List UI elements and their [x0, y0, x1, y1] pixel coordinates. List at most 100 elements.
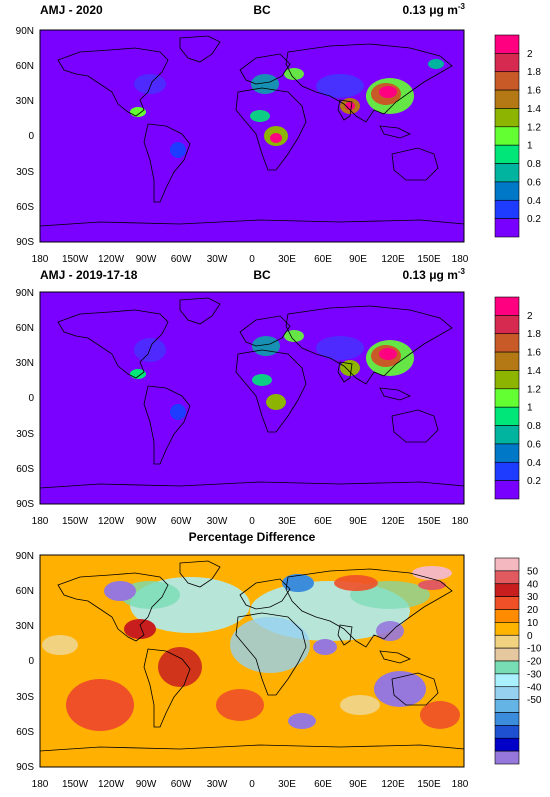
lon-tick: 30E — [278, 516, 296, 527]
panel-3-lat-ticks: 90N 60N 30N 0 30S 60S 90S — [16, 551, 35, 773]
panel-1-unit-title: 0.13 μg m-3 — [402, 2, 465, 17]
lat-tick: 30N — [16, 621, 34, 632]
colorbar-box — [494, 315, 520, 335]
colorbar-label: -20 — [527, 657, 542, 668]
panel-3: Percentage Difference — [16, 530, 542, 790]
colorbar-box — [494, 596, 520, 610]
lon-tick: 150E — [417, 254, 441, 265]
lat-tick: 90N — [16, 551, 34, 562]
lat-tick: 90N — [16, 26, 34, 37]
colorbar-label: 1.2 — [527, 384, 541, 395]
panel-2-left-title: AMJ - 2019-17-18 — [40, 268, 138, 282]
lat-tick: 60N — [16, 323, 34, 334]
lon-tick: 60E — [314, 779, 332, 790]
panel-1-colorbar: 2 1.8 1.6 1.4 1.2 1 0.8 0.6 0.4 0.2 — [494, 34, 541, 238]
colorbar-box — [494, 89, 520, 109]
lon-tick: 0 — [249, 254, 255, 265]
colorbar-label: 0.2 — [527, 476, 541, 487]
colorbar-label: -40 — [527, 682, 542, 693]
colorbar-label: -30 — [527, 669, 542, 680]
colorbar-label: 0.4 — [527, 196, 541, 207]
lat-tick: 30S — [16, 692, 34, 703]
panel-3-difference-shading — [42, 566, 460, 731]
lat-tick: 90S — [16, 762, 34, 773]
panel-2-colorbar: 2 1.8 1.6 1.4 1.2 1 0.8 0.6 0.4 0.2 — [494, 296, 541, 500]
panel-1-hotspots — [130, 59, 444, 158]
colorbar-label: 40 — [527, 579, 539, 590]
colorbar-box — [494, 609, 520, 623]
lon-tick: 60W — [171, 254, 192, 265]
panel-1-left-title: AMJ - 2020 — [40, 3, 103, 17]
colorbar-label: 1.6 — [527, 86, 541, 97]
lat-tick: 90N — [16, 288, 34, 299]
colorbar-label: 20 — [527, 605, 539, 616]
panel-2-center-title: BC — [253, 268, 271, 282]
lon-tick: 90W — [136, 254, 157, 265]
lat-tick: 30N — [16, 96, 34, 107]
colorbar-box — [494, 737, 520, 752]
colorbar-box — [494, 425, 520, 445]
colorbar-label: 2 — [527, 49, 533, 60]
colorbar-label: 2 — [527, 311, 533, 322]
lon-tick: 90W — [136, 516, 157, 527]
colorbar-box — [494, 634, 520, 649]
lon-tick: 0 — [249, 779, 255, 790]
lon-tick: 30W — [207, 254, 228, 265]
panel-2-lon-ticks: 180 150W 120W 90W 60W 30W 0 30E 60E 90E … — [32, 516, 469, 527]
lon-tick: 150W — [62, 516, 89, 527]
lon-tick: 150E — [417, 779, 441, 790]
lon-tick: 0 — [249, 516, 255, 527]
colorbar-box — [494, 53, 520, 73]
colorbar-box — [494, 699, 520, 713]
colorbar-box — [494, 108, 520, 128]
colorbar-box — [494, 144, 520, 164]
colorbar-label: 30 — [527, 592, 539, 603]
lon-tick: 120E — [381, 779, 405, 790]
colorbar-label: 1 — [527, 141, 533, 152]
colorbar-label: 1.4 — [527, 104, 541, 115]
panel-2-lat-ticks: 90N 60N 30N 0 30S 60S 90S — [16, 288, 35, 510]
lon-tick: 60W — [171, 516, 192, 527]
panel-1-center-title: BC — [253, 3, 271, 17]
colorbar-label: 50 — [527, 566, 539, 577]
panel-2-unit-title: 0.13 μg m-3 — [402, 267, 465, 282]
panel-2-hotspots — [130, 330, 414, 420]
colorbar-label: 0.4 — [527, 458, 541, 469]
panel-3-colorbar: 50 40 30 20 10 0 -10 -20-30 -40 -50 — [494, 557, 542, 765]
lon-tick: 120E — [381, 516, 405, 527]
lon-tick: 90E — [349, 516, 367, 527]
colorbar-label: 0.6 — [527, 439, 541, 450]
panel-1-lat-ticks: 90N 60N 30N 0 30S 60S 90S — [16, 26, 35, 248]
colorbar-label: 0 — [527, 631, 533, 642]
colorbar-box — [494, 181, 520, 201]
colorbar-box — [494, 34, 520, 54]
colorbar-box — [494, 725, 520, 739]
colorbar-label: 0.8 — [527, 421, 541, 432]
lon-tick: 180 — [32, 779, 49, 790]
colorbar-box — [494, 163, 520, 183]
colorbar-box — [494, 686, 520, 700]
colorbar-box — [494, 557, 520, 572]
lat-tick: 30S — [16, 429, 34, 440]
lat-tick: 60S — [16, 202, 34, 213]
lon-tick: 120W — [98, 779, 125, 790]
lon-tick: 150W — [62, 254, 89, 265]
panel-1-map-border — [39, 29, 465, 243]
colorbar-label: 1.8 — [527, 67, 541, 78]
lon-tick: 120W — [98, 254, 125, 265]
colorbar-box — [494, 199, 520, 219]
colorbar-label: -50 — [527, 695, 542, 706]
lat-tick: 30N — [16, 358, 34, 369]
colorbar-box — [494, 333, 520, 353]
lat-tick: 0 — [28, 131, 34, 142]
panel-3-lon-ticks: 180 150W 120W 90W 60W 30W 0 30E 60E 90E … — [32, 779, 469, 790]
lon-tick: 180 — [452, 779, 469, 790]
colorbar-label: 1.2 — [527, 122, 541, 133]
lat-tick: 90S — [16, 499, 34, 510]
lon-tick: 60E — [314, 516, 332, 527]
colorbar-box — [494, 296, 520, 316]
colorbar-label: 1.8 — [527, 329, 541, 340]
lon-tick: 90E — [349, 254, 367, 265]
lon-tick: 60E — [314, 254, 332, 265]
